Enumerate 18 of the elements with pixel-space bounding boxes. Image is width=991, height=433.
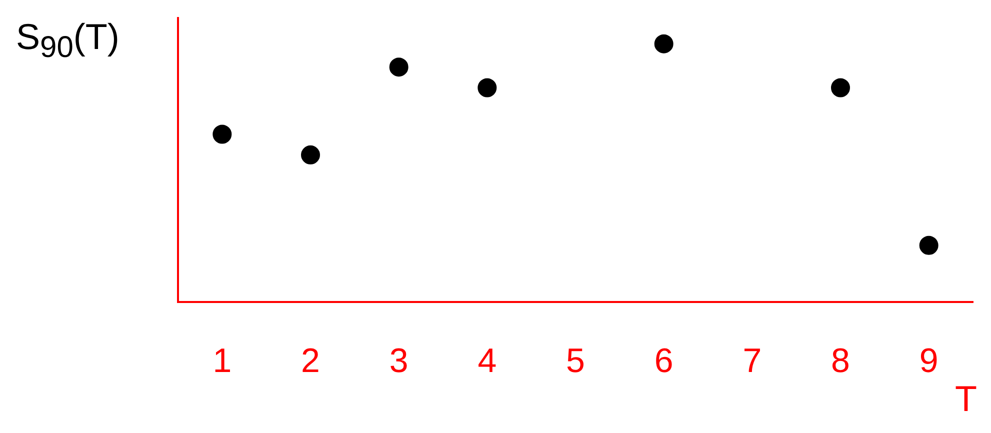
point: [389, 58, 408, 77]
x-tick-label: 1: [212, 342, 232, 380]
x-tick-label: 2: [301, 342, 320, 380]
x-tick-label: 8: [831, 342, 850, 380]
x-tick-label: 4: [478, 342, 497, 380]
x-tick-label: 7: [742, 342, 762, 380]
x-axis-title: T: [955, 378, 977, 420]
x-tick-label: 9: [919, 342, 938, 380]
point: [831, 78, 850, 98]
point: [919, 236, 938, 255]
x-tick-label: 6: [654, 342, 674, 380]
x-tick-label: 5: [566, 342, 585, 380]
point: [301, 145, 320, 164]
point: [654, 34, 674, 54]
point: [478, 78, 497, 98]
point: [212, 124, 232, 144]
x-tick-label: 3: [389, 342, 408, 380]
y-axis-title: S$_{90}$(T): [16, 16, 120, 66]
